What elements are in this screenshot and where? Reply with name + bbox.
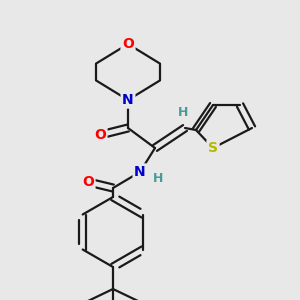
Text: N: N xyxy=(134,165,146,179)
Text: O: O xyxy=(82,175,94,189)
Text: O: O xyxy=(94,128,106,142)
Text: N: N xyxy=(122,93,134,107)
Text: H: H xyxy=(178,106,188,119)
Text: S: S xyxy=(208,141,218,155)
Text: H: H xyxy=(153,172,163,184)
Text: O: O xyxy=(122,37,134,51)
